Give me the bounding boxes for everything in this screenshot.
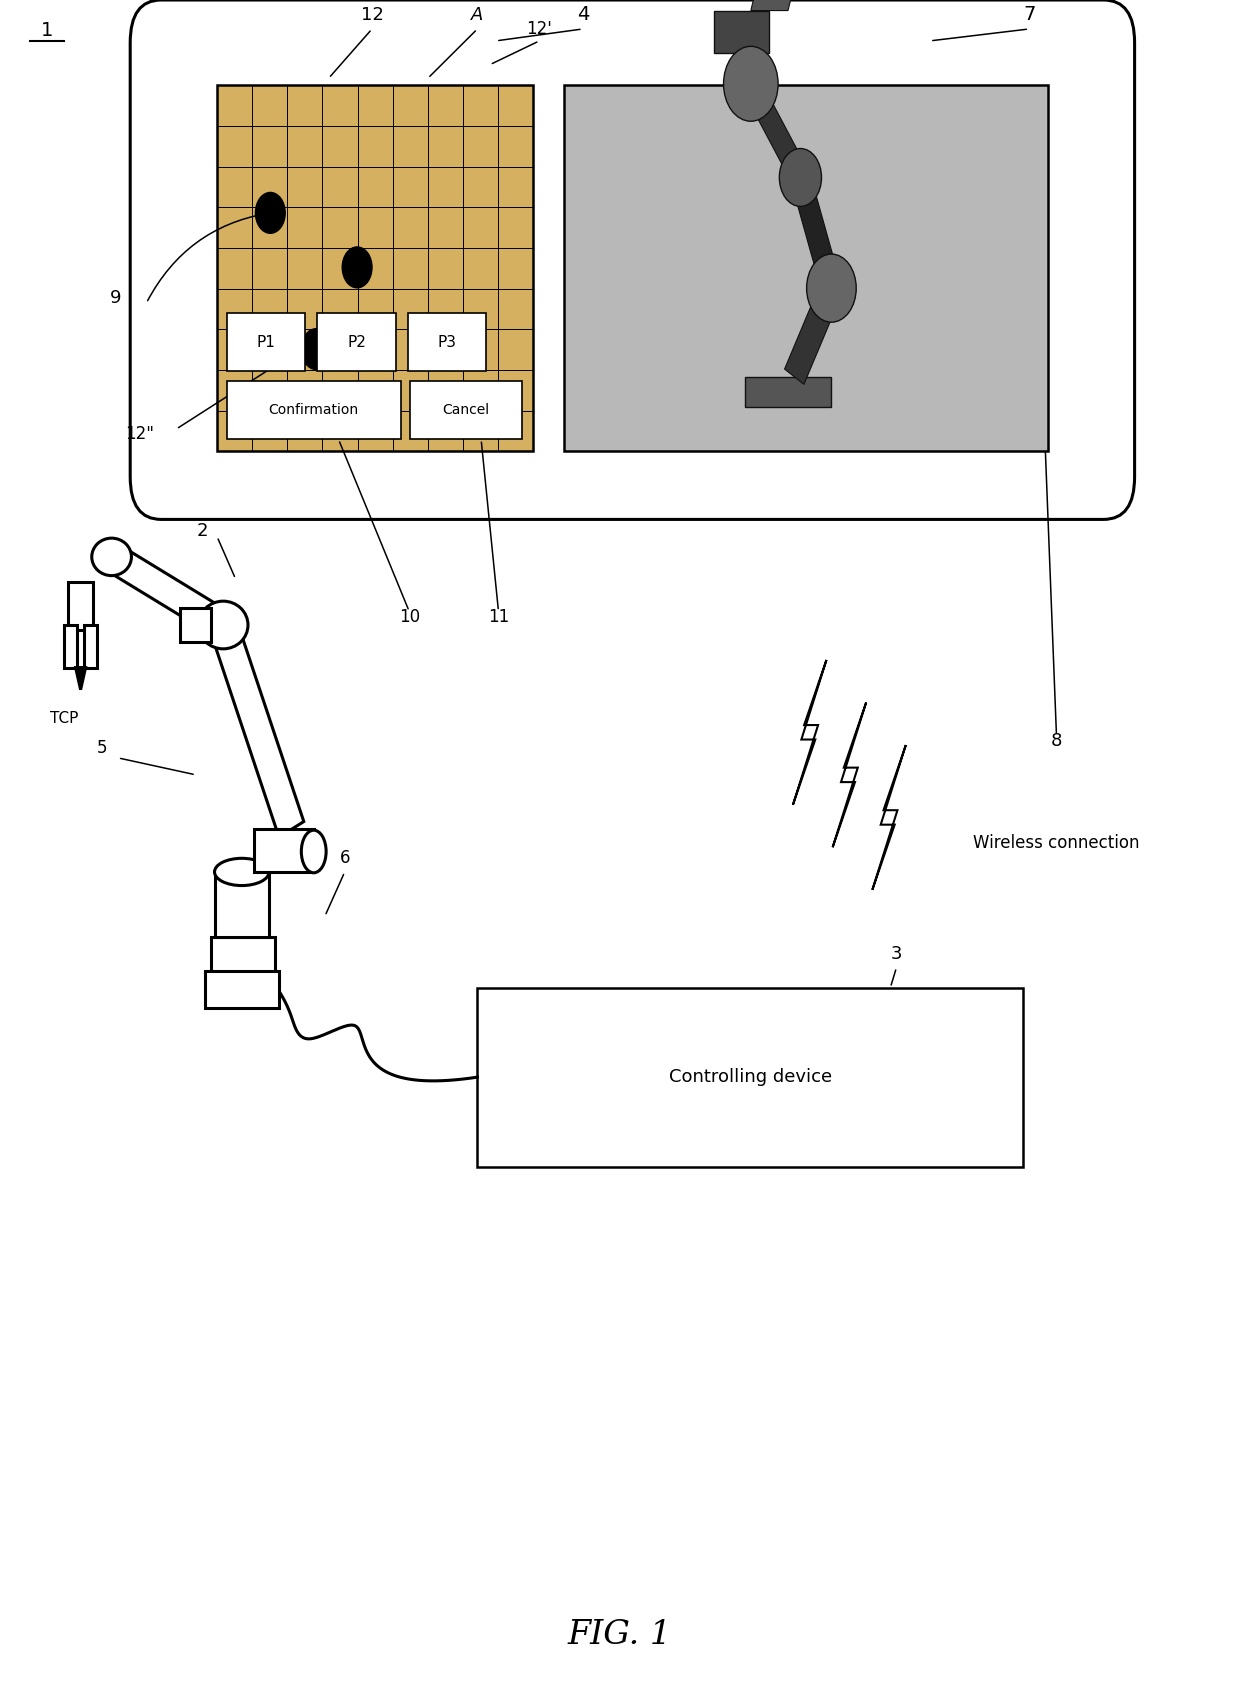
Bar [68,582,93,630]
Polygon shape [873,746,905,889]
Ellipse shape [215,858,269,886]
Ellipse shape [301,831,326,872]
Circle shape [724,46,779,121]
Text: 4: 4 [577,5,589,24]
Bar [227,381,401,439]
Text: 8: 8 [1050,732,1063,749]
Bar [714,10,769,53]
Text: P1: P1 [257,335,275,349]
Circle shape [780,148,822,206]
Bar [205,971,279,1008]
Polygon shape [107,543,228,639]
Polygon shape [211,616,304,838]
Text: TCP: TCP [51,712,78,725]
Bar [180,608,211,642]
Text: Controlling device: Controlling device [668,1068,832,1087]
Text: 10: 10 [398,608,420,625]
Text: FIG. 1: FIG. 1 [568,1620,672,1650]
Bar [211,937,275,974]
Text: 7: 7 [1023,5,1035,24]
Text: 12': 12' [527,20,552,37]
FancyBboxPatch shape [130,0,1135,519]
Bar [317,313,396,371]
Text: 12: 12 [361,7,383,24]
Ellipse shape [198,601,248,649]
Polygon shape [791,172,841,293]
Text: 9: 9 [109,290,122,307]
Text: 1: 1 [41,20,53,41]
Text: 2: 2 [196,523,208,540]
Polygon shape [833,702,866,846]
Polygon shape [743,77,808,186]
Circle shape [806,254,856,322]
Bar [215,872,269,937]
Bar [254,829,314,872]
Text: A: A [471,7,484,24]
Bar [477,988,1023,1167]
Text: 12": 12" [125,426,155,443]
Bar [217,85,533,451]
Text: P3: P3 [438,335,456,349]
Text: P2: P2 [347,335,366,349]
Polygon shape [785,281,841,385]
Text: 11: 11 [487,608,510,625]
Text: 5: 5 [97,739,107,756]
Polygon shape [76,668,86,690]
Text: 3: 3 [890,945,903,962]
Circle shape [255,192,285,233]
Text: Cancel: Cancel [443,404,490,417]
Circle shape [342,247,372,288]
Bar [227,313,305,371]
Bar [84,625,97,668]
Polygon shape [751,0,801,10]
Polygon shape [794,659,826,804]
Text: Confirmation: Confirmation [269,404,358,417]
Bar [64,625,77,668]
Bar [408,313,486,371]
Text: 6: 6 [340,850,350,867]
Bar [564,85,1048,451]
Bar [744,376,832,407]
Bar [410,381,522,439]
Text: Wireless connection: Wireless connection [973,834,1140,852]
Ellipse shape [92,538,131,576]
Circle shape [301,329,331,370]
